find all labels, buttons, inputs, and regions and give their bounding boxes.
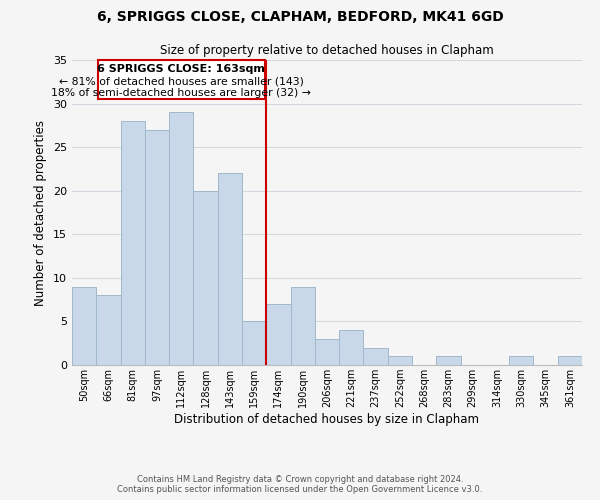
Bar: [218, 174, 242, 365]
Bar: [364, 348, 388, 365]
Bar: [169, 112, 193, 365]
Title: Size of property relative to detached houses in Clapham: Size of property relative to detached ho…: [160, 44, 494, 58]
Bar: [121, 121, 145, 365]
Bar: [436, 356, 461, 365]
Bar: [388, 356, 412, 365]
Text: 6, SPRIGGS CLOSE, CLAPHAM, BEDFORD, MK41 6GD: 6, SPRIGGS CLOSE, CLAPHAM, BEDFORD, MK41…: [97, 10, 503, 24]
Bar: [558, 356, 582, 365]
Text: 6 SPRIGGS CLOSE: 163sqm: 6 SPRIGGS CLOSE: 163sqm: [97, 64, 265, 74]
Bar: [315, 339, 339, 365]
X-axis label: Distribution of detached houses by size in Clapham: Distribution of detached houses by size …: [175, 413, 479, 426]
Text: ← 81% of detached houses are smaller (143): ← 81% of detached houses are smaller (14…: [59, 76, 304, 86]
Bar: [290, 286, 315, 365]
Text: Contains HM Land Registry data © Crown copyright and database right 2024.
Contai: Contains HM Land Registry data © Crown c…: [118, 474, 482, 494]
Bar: [242, 322, 266, 365]
Y-axis label: Number of detached properties: Number of detached properties: [34, 120, 47, 306]
Bar: [193, 190, 218, 365]
Bar: [266, 304, 290, 365]
Bar: [72, 286, 96, 365]
FancyBboxPatch shape: [97, 60, 265, 99]
Bar: [145, 130, 169, 365]
Bar: [509, 356, 533, 365]
Bar: [339, 330, 364, 365]
Text: 18% of semi-detached houses are larger (32) →: 18% of semi-detached houses are larger (…: [52, 88, 311, 98]
Bar: [96, 296, 121, 365]
